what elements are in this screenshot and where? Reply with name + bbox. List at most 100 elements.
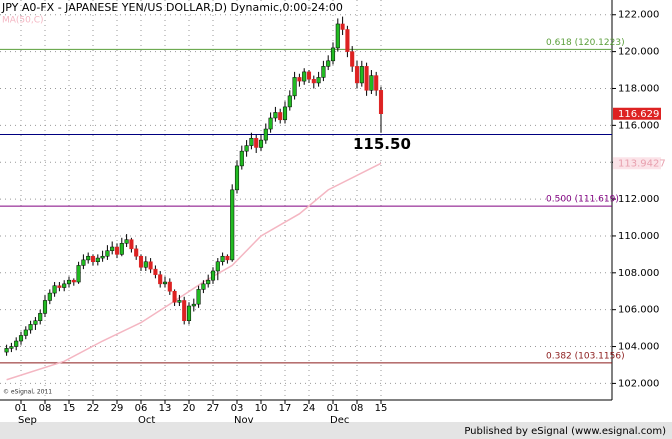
- candle-body: [90, 255, 96, 263]
- candle-body: [292, 77, 297, 97]
- candle-body: [66, 279, 72, 285]
- candle-body: [254, 137, 259, 148]
- candle-body: [220, 255, 225, 263]
- candle-body: [134, 248, 139, 257]
- candle-body: [249, 137, 254, 146]
- candle-body: [81, 259, 86, 266]
- y-tick-label: 102.000: [618, 378, 659, 389]
- ma-value-box: [613, 157, 661, 170]
- x-tick-label: 20: [183, 403, 196, 414]
- month-label: Oct: [138, 415, 155, 426]
- y-tick-label: 108.000: [618, 268, 659, 279]
- candle-body: [110, 246, 115, 251]
- y-tick-label: 118.000: [618, 83, 659, 94]
- last-price-box: [613, 107, 661, 120]
- candle-body: [62, 283, 67, 288]
- candle-body: [374, 75, 379, 91]
- x-tick-label: 27: [207, 403, 220, 414]
- candle-body: [311, 79, 316, 84]
- candle-body: [42, 300, 48, 314]
- candle-body: [9, 346, 14, 349]
- candle-body: [330, 47, 336, 62]
- candle-body: [297, 77, 302, 82]
- x-tick-label: 01: [15, 403, 28, 414]
- candle-body: [369, 75, 374, 91]
- candle-body: [33, 320, 38, 325]
- footer: Published by eSignal (www.esignal.com): [464, 426, 666, 437]
- candle-body: [119, 243, 124, 255]
- candle-body: [230, 189, 235, 261]
- candle-body: [105, 250, 110, 257]
- candle-body: [172, 290, 177, 303]
- candle-body: [306, 71, 312, 80]
- candle-body: [143, 261, 148, 268]
- candle-body: [114, 246, 120, 255]
- level-label: 115.50: [353, 135, 411, 153]
- candle-body: [158, 274, 163, 285]
- candle-body: [95, 257, 100, 263]
- last-price-label: 116.629: [618, 109, 659, 120]
- candle-body: [52, 285, 57, 294]
- candle-body: [182, 300, 187, 321]
- candle-body: [76, 265, 81, 283]
- y-tick-label: 116.000: [618, 120, 659, 131]
- candle-body: [124, 239, 129, 244]
- x-tick-label: 17: [279, 403, 292, 414]
- candle-body: [206, 279, 211, 285]
- candle-body: [316, 77, 321, 84]
- candle-body: [186, 305, 192, 321]
- fib-label: 0.618 (120.1223): [546, 38, 625, 48]
- candle-body: [364, 66, 369, 91]
- fib-label: 0.382 (103.1156): [546, 351, 625, 361]
- candle-body: [18, 335, 24, 342]
- candle-body: [268, 117, 273, 130]
- candle-body: [215, 261, 220, 272]
- candle-body: [302, 71, 307, 82]
- candle-body: [47, 292, 52, 301]
- candle-body: [153, 268, 158, 275]
- candle-body: [167, 281, 172, 292]
- fib-label: 0.500 (111.619): [546, 195, 619, 205]
- candle-body: [28, 324, 33, 331]
- x-tick-label: 01: [327, 403, 340, 414]
- x-tick-label: 08: [351, 403, 364, 414]
- x-tick-label: 15: [63, 403, 76, 414]
- candle-body: [225, 255, 230, 261]
- x-tick-label: 10: [255, 403, 268, 414]
- y-tick-label: 112.000: [618, 194, 659, 205]
- candle-body: [359, 66, 364, 84]
- candle-body: [378, 90, 384, 115]
- candle-body: [86, 255, 91, 261]
- candle-body: [210, 270, 216, 281]
- month-label: Sep: [18, 415, 37, 426]
- footer-bar: [0, 422, 672, 439]
- x-tick-label: 22: [87, 403, 100, 414]
- candle-body: [100, 255, 105, 259]
- candle-body: [326, 60, 331, 67]
- legend-ma: MA(50,C): [2, 16, 44, 26]
- candle-body: [201, 283, 206, 290]
- candle-body: [38, 313, 43, 321]
- candle-body: [196, 289, 201, 305]
- candle-body: [191, 303, 196, 307]
- y-tick-label: 110.000: [618, 231, 659, 242]
- y-tick-label: 104.000: [618, 342, 659, 353]
- y-tick-label: 120.000: [618, 47, 659, 58]
- candle-body: [321, 66, 326, 78]
- candle-body: [287, 95, 292, 108]
- candle-body: [354, 66, 360, 84]
- candle-body: [148, 261, 153, 270]
- candle-body: [282, 106, 288, 121]
- x-tick-label: 03: [231, 403, 244, 414]
- candle-body: [23, 329, 28, 336]
- x-tick-label: 24: [303, 403, 316, 414]
- candle-body: [177, 300, 182, 303]
- month-label: Dec: [330, 415, 349, 426]
- month-label: Nov: [234, 415, 254, 426]
- candle-body: [244, 145, 249, 152]
- x-tick-label: 15: [375, 403, 388, 414]
- candle-body: [258, 139, 264, 148]
- candle-body: [71, 279, 76, 283]
